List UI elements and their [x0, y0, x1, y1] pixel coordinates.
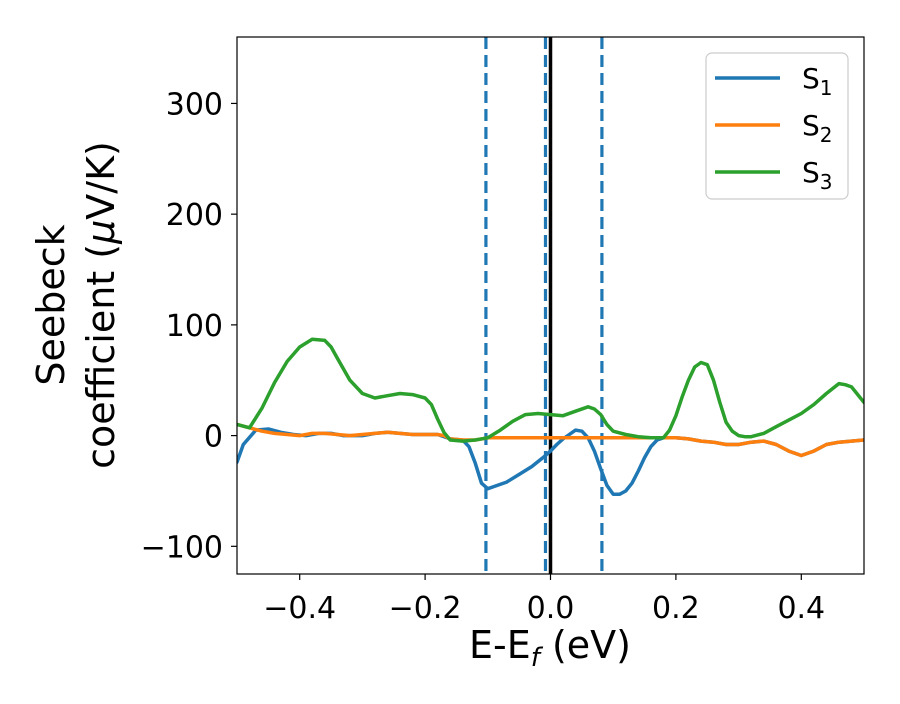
x-tick-label: −0.2: [389, 591, 462, 626]
y-axis-label-line1: Seebeck: [29, 224, 73, 385]
series-line-s3: [237, 337, 864, 443]
y-axis-label: Seebeck coefficient (μV/K): [29, 141, 123, 469]
x-tick-label: 0.4: [777, 591, 825, 626]
x-axis-label: E-Ef (eV): [469, 623, 631, 673]
x-tick-label: 0.2: [652, 591, 700, 626]
series-lines: [237, 337, 864, 497]
y-axis-label-line2: coefficient (μV/K): [79, 141, 123, 469]
legend: S1 S2 S3: [705, 52, 849, 200]
x-tick-label: −0.4: [263, 591, 336, 626]
axis-ticks: −0.4 −0.2 0.0 0.2 0.4 −100 0 100 200 300: [141, 87, 826, 626]
legend-label-s1: S1: [802, 62, 833, 100]
y-tick-label: 100: [166, 309, 223, 344]
y-tick-label: −100: [141, 530, 223, 565]
legend-label-s3: S3: [802, 156, 833, 194]
x-tick-label: 0.0: [527, 591, 575, 626]
legend-label-s2: S2: [802, 109, 833, 147]
y-tick-label: 0: [204, 420, 223, 455]
y-tick-label: 300: [166, 87, 223, 122]
reference-lines: [484, 37, 604, 574]
y-tick-label: 200: [166, 198, 223, 233]
